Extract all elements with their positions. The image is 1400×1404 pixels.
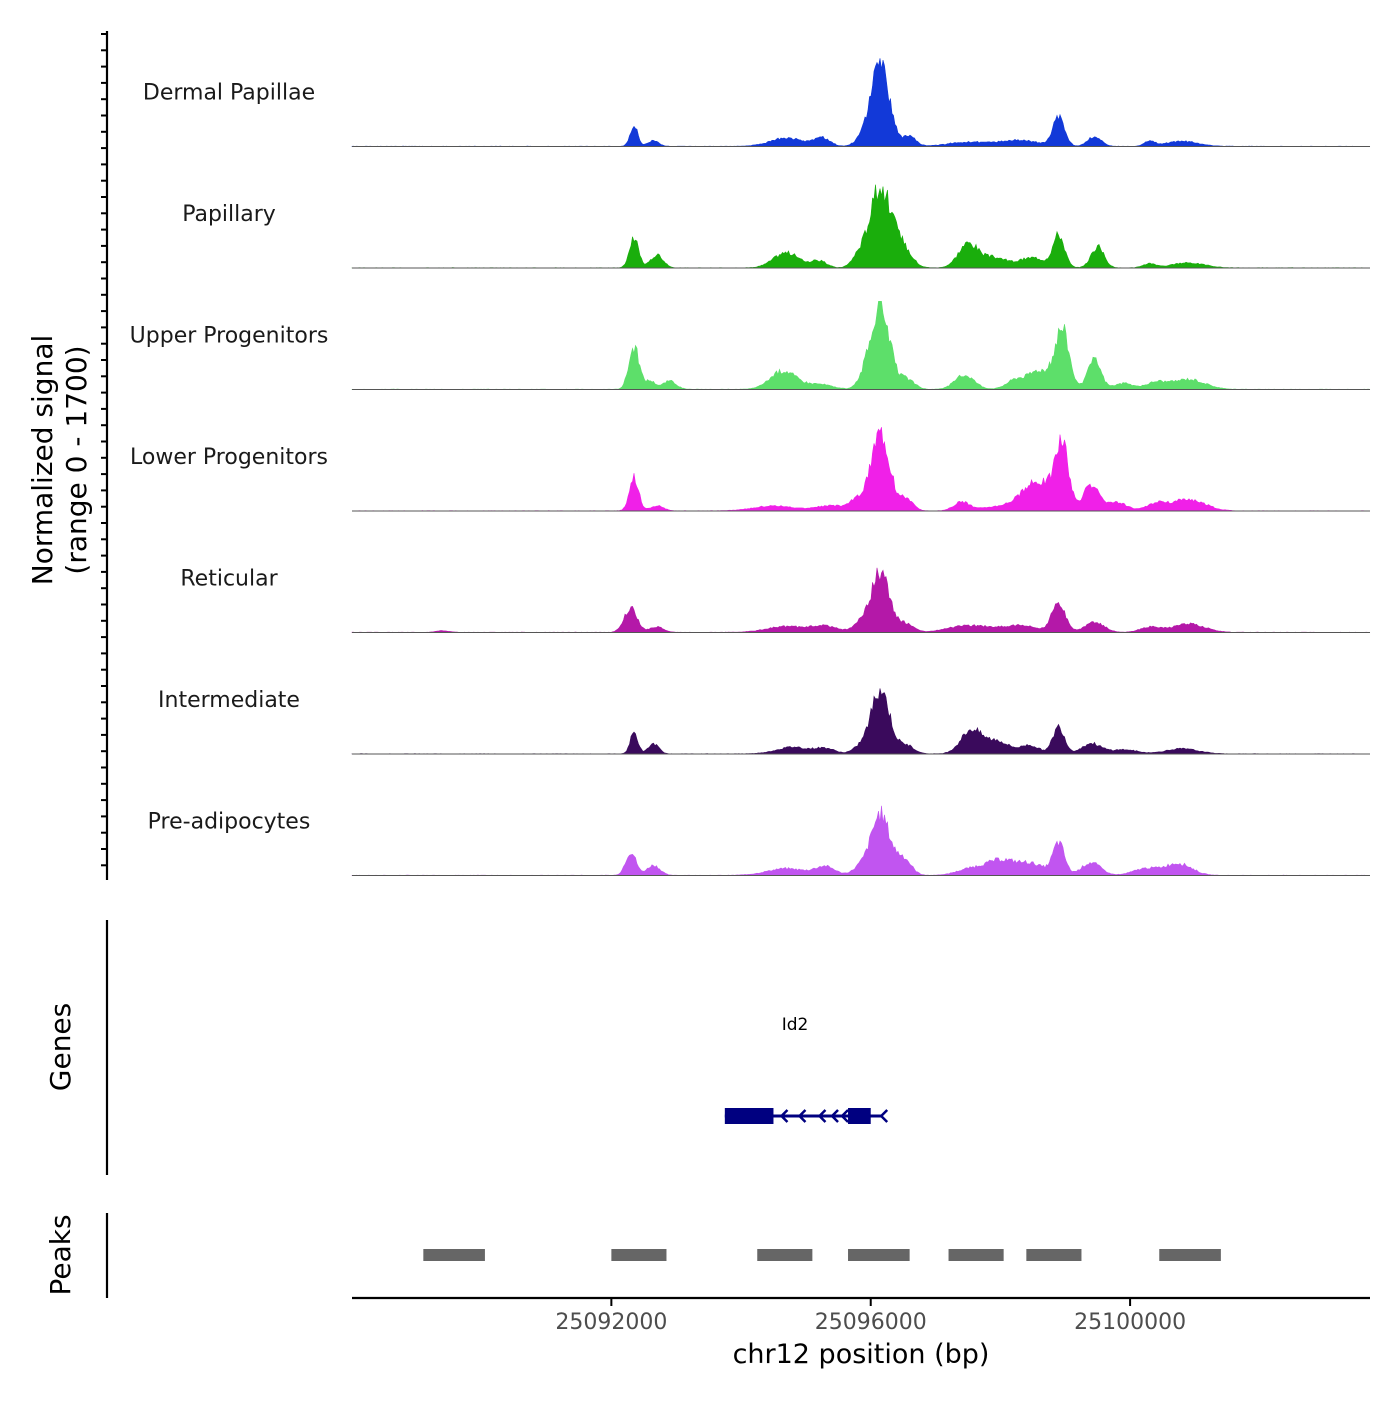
strand-arrow (817, 1109, 827, 1123)
gene-track: Id2 (724, 1015, 889, 1124)
coverage-area-dermal-papillae (351, 58, 1371, 147)
strand-arrow (879, 1109, 889, 1123)
strand-arrow (840, 1109, 849, 1123)
x-axis-ticks: 25092000 25096000 25100000 (555, 1298, 1186, 1335)
peak-region (611, 1249, 667, 1261)
coverage-area-papillary (351, 184, 1371, 269)
track-labels: Dermal Papillae Papillary Upper Progenitor… (130, 81, 329, 835)
x-axis-title: chr12 position (bp) (733, 1339, 990, 1370)
track-label-dermal-papillae: Dermal Papillae (143, 81, 315, 106)
signal-y-axis-ticks (101, 33, 107, 867)
coverage-area-lower-progenitors (351, 427, 1371, 512)
x-tick-label: 25092000 (555, 1310, 667, 1335)
peak-region (757, 1249, 813, 1261)
genes-track-title: Genes (44, 1003, 77, 1091)
peaks-track-title: Peaks (44, 1214, 77, 1295)
peak-region (423, 1249, 485, 1261)
track-label-intermediate: Intermediate (158, 688, 300, 713)
y-axis-title-line2: (range 0 - 1700) (60, 345, 93, 574)
strand-arrow (779, 1109, 789, 1123)
peak-region (1026, 1249, 1082, 1261)
peak-region (1159, 1249, 1221, 1261)
peak-region (948, 1249, 1004, 1261)
coverage-tracks (351, 58, 1371, 876)
track-label-papillary: Papillary (182, 202, 276, 227)
peaks-track (423, 1249, 1221, 1261)
coverage-area-upper-progenitors (351, 301, 1371, 390)
gene-exon (724, 1108, 774, 1124)
strand-arrow (830, 1109, 839, 1123)
x-tick-label: 25096000 (815, 1310, 927, 1335)
x-tick-label: 25100000 (1074, 1310, 1186, 1335)
strand-arrow (797, 1109, 807, 1123)
gene-exon (848, 1108, 871, 1124)
coverage-area-reticular (351, 567, 1371, 633)
track-label-lower-progenitors: Lower Progenitors (130, 445, 328, 470)
track-label-pre-adipocytes: Pre-adipocytes (148, 810, 311, 835)
gene-name-label: Id2 (782, 1015, 809, 1035)
coverage-area-pre-adipocytes (351, 805, 1370, 876)
track-label-reticular: Reticular (180, 567, 278, 592)
axes: 25092000 25096000 25100000 (101, 31, 1370, 1335)
coverage-area-intermediate (351, 688, 1371, 755)
y-axis-title-line1: Normalized signal (26, 335, 59, 586)
track-label-upper-progenitors: Upper Progenitors (130, 324, 329, 349)
peak-region (848, 1249, 910, 1261)
